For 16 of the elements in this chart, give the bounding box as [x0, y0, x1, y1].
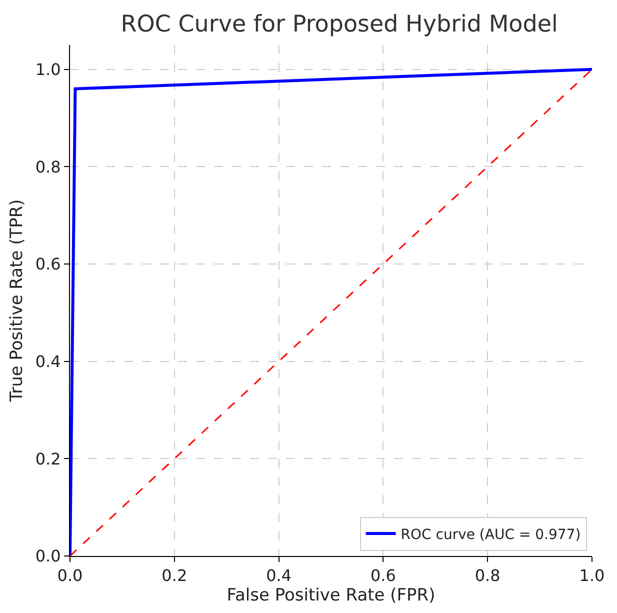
y-tick-label: 1.0: [35, 60, 61, 79]
x-tick-label: 0.0: [57, 566, 83, 586]
x-tick-label: 0.2: [162, 566, 188, 586]
y-tick-label: 0.2: [35, 449, 61, 468]
y-tick-label: 0.0: [35, 546, 61, 566]
x-axis-title: False Positive Rate (FPR): [226, 586, 436, 606]
y-tick-label: 0.6: [35, 254, 61, 274]
y-tick-label: 0.4: [35, 352, 61, 371]
x-tick-label: 0.4: [266, 566, 292, 586]
x-tick-label: 1.0: [579, 566, 605, 586]
y-tick-label: 0.8: [35, 157, 61, 176]
x-tick-label: 0.6: [370, 566, 396, 586]
y-axis-title: True Positive Rate (TPR): [6, 199, 27, 403]
legend-label: ROC curve (AUC = 0.977): [400, 526, 581, 543]
chart-title: ROC Curve for Proposed Hybrid Model: [120, 11, 558, 38]
x-tick-label: 0.8: [474, 566, 500, 586]
